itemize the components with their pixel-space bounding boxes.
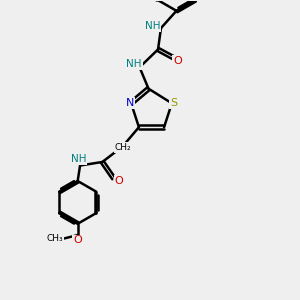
Text: N: N — [125, 98, 134, 108]
Text: O: O — [115, 176, 123, 186]
Text: NH: NH — [71, 154, 86, 164]
Text: O: O — [173, 56, 182, 66]
Text: O: O — [73, 236, 82, 245]
Text: CH₃: CH₃ — [47, 234, 63, 243]
Text: S: S — [170, 98, 177, 108]
Text: NH: NH — [145, 21, 161, 31]
Text: CH₂: CH₂ — [114, 143, 131, 152]
Text: NH: NH — [127, 59, 142, 69]
